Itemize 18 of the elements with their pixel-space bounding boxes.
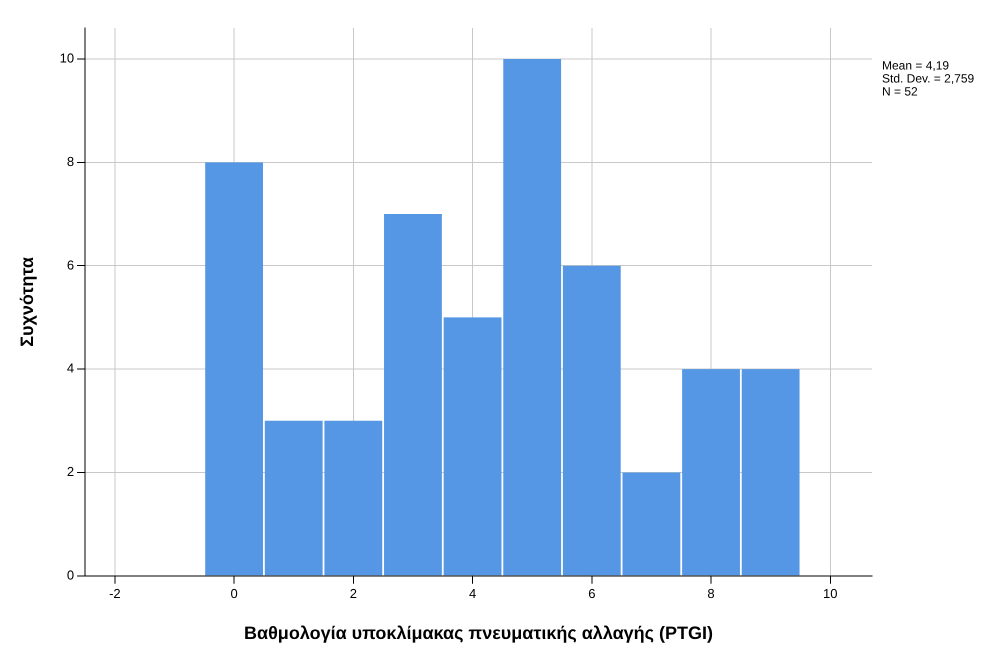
x-axis-title: Βαθμολογία υποκλίμακας πνευματικής αλλαγής (PTGI) [244, 623, 714, 644]
text: N = 52 [882, 84, 918, 98]
text: Mean = 4,19 [882, 58, 950, 72]
y-tick-label: 4 [66, 360, 74, 376]
text: Std. Dev. = 2,759 [882, 71, 974, 86]
y-tick-label: 0 [66, 567, 74, 582]
x-tick-label: 6 [588, 586, 596, 602]
y-tick-label: 2 [66, 464, 74, 480]
x-tick-label: 10 [823, 586, 838, 602]
y-tick-label: 8 [66, 154, 74, 169]
y-axis-title: Συχνότητα [16, 257, 37, 347]
x-tick-label: 2 [350, 586, 357, 602]
x-tick-label: -2 [109, 586, 121, 602]
x-tick-label: 4 [468, 586, 476, 602]
y-tick-label: 6 [66, 257, 74, 272]
y-tick-label: 10 [60, 50, 74, 66]
x-tick-label: 0 [230, 586, 238, 602]
x-tick-label: 8 [707, 586, 715, 602]
